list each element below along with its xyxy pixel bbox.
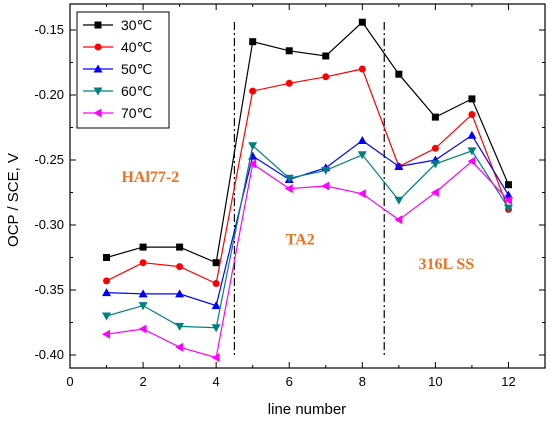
data-point [431, 144, 439, 152]
data-point [467, 147, 477, 156]
x-axis-title: line number [268, 401, 346, 418]
legend-box [76, 11, 170, 129]
data-point [322, 73, 330, 81]
axes: 0 2 4 6 8 10 12 -0.40 -0.35 -0.30 -0.25 -0.20 -0.15 [34, 4, 545, 389]
data-point [211, 353, 220, 363]
legend-label: 40℃ [121, 39, 152, 55]
data-point [321, 181, 330, 191]
series-line [106, 21, 510, 264]
series-line [106, 134, 509, 307]
data-point [394, 196, 404, 205]
data-point [248, 159, 257, 169]
data-point [468, 95, 476, 103]
data-point [284, 174, 294, 183]
data-point [285, 79, 293, 87]
data-point [285, 47, 293, 55]
data-point [322, 52, 330, 60]
data-point [138, 302, 148, 311]
data-point [211, 324, 221, 333]
x-tick-label: 12 [501, 374, 515, 389]
series-line [106, 160, 509, 359]
data-point [394, 162, 404, 170]
series-group [102, 18, 513, 363]
series-1 [103, 18, 512, 267]
y-tick-label: -0.15 [34, 22, 64, 37]
data-point [212, 259, 220, 267]
legend-marker [93, 108, 102, 118]
legend-marker [93, 64, 103, 73]
data-point [467, 130, 477, 139]
legend-marker [93, 87, 103, 96]
legend-label: 60℃ [121, 83, 152, 99]
legend-marker [94, 21, 102, 29]
legend-label: 50℃ [121, 61, 152, 77]
data-point [249, 38, 257, 46]
y-tick-label: -0.35 [34, 282, 64, 297]
data-point [176, 243, 184, 251]
data-point [468, 111, 476, 118]
y-tick-label: -0.40 [34, 347, 64, 362]
data-point [357, 136, 367, 144]
legend-label: 30℃ [121, 17, 152, 33]
data-point [102, 288, 112, 297]
x-tick-label: 8 [359, 374, 366, 389]
annotations: HAl77-2 TA2 316L SS [121, 169, 474, 273]
annotation-label: 316L SS [419, 256, 475, 273]
annotation-label: HAl77-2 [121, 169, 179, 186]
series-4 [102, 142, 513, 333]
data-point [394, 215, 403, 225]
data-point [430, 160, 440, 169]
x-tick-label: 10 [428, 374, 442, 389]
data-point [431, 113, 439, 121]
data-point [503, 204, 513, 213]
data-point [504, 181, 512, 189]
x-tick-label: 6 [286, 374, 293, 389]
data-point [321, 166, 331, 175]
data-point [358, 65, 366, 73]
plot-border [69, 3, 546, 369]
legend-marker [94, 43, 102, 51]
data-point [175, 322, 185, 331]
y-tick-label: -0.30 [34, 217, 64, 232]
x-tick-label: 4 [213, 374, 220, 389]
plot-frame [69, 3, 546, 369]
data-point [212, 280, 220, 287]
y-axis-title: OCP / SCE, V [5, 153, 22, 247]
data-point [357, 151, 367, 160]
data-point [138, 324, 147, 334]
x-tick-label: 0 [66, 374, 73, 389]
data-point [248, 142, 258, 151]
data-point [103, 277, 111, 285]
data-point [139, 259, 147, 267]
data-point [175, 289, 185, 298]
data-point [358, 18, 366, 26]
x-tick-label: 2 [139, 374, 146, 389]
data-point [284, 184, 293, 194]
data-point [503, 195, 512, 205]
data-point [467, 156, 476, 166]
legend-label: 70℃ [121, 105, 152, 121]
y-tick-label: -0.25 [34, 152, 64, 167]
data-point [102, 312, 112, 321]
data-point [175, 342, 184, 352]
annotation-label: TA2 [286, 232, 315, 249]
data-point [138, 289, 148, 298]
data-point [102, 329, 111, 339]
data-point [395, 70, 403, 78]
data-point [211, 301, 221, 310]
series-line [106, 68, 510, 285]
data-point [103, 254, 111, 261]
legend: 30℃ 40℃ 50℃ 60℃ 70℃ [76, 11, 170, 129]
series-5 [102, 156, 512, 363]
y-tick-label: -0.20 [34, 87, 64, 102]
series-3 [102, 130, 513, 310]
data-point [139, 243, 147, 251]
data-point [176, 263, 184, 271]
data-point [249, 87, 257, 95]
data-point [357, 189, 366, 199]
series-line [106, 144, 509, 329]
data-point [430, 188, 439, 197]
